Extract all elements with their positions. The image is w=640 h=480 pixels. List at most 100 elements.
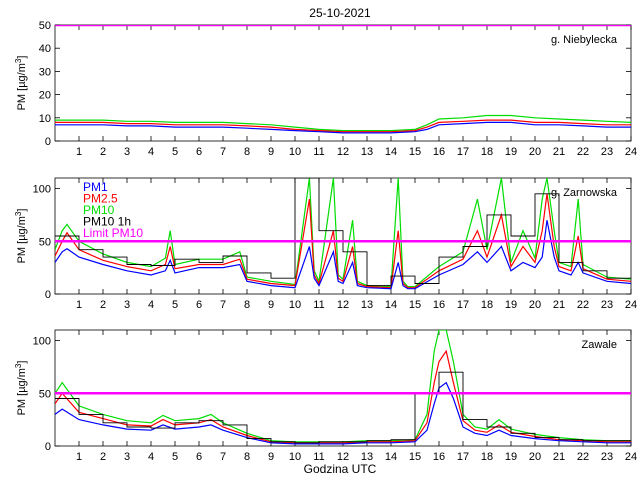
- legend-entry: Limit PM10: [83, 226, 143, 240]
- x-tick-label: 17: [457, 146, 469, 158]
- y-tick-label: 50: [39, 388, 51, 400]
- x-tick-label: 10: [289, 451, 301, 463]
- x-tick-label: 17: [457, 451, 469, 463]
- y-tick-label: 50: [39, 20, 51, 32]
- x-tick-label: 15: [409, 451, 421, 463]
- x-tick-label: 20: [529, 451, 541, 463]
- series-line-pm1: [55, 220, 631, 290]
- x-tick-label: 9: [268, 451, 274, 463]
- x-tick-label: 13: [361, 146, 373, 158]
- x-tick-label: 1: [76, 146, 82, 158]
- x-tick-label: 7: [220, 451, 226, 463]
- plot-area: [54, 329, 632, 447]
- figure-title: 25-10-2021: [309, 6, 371, 20]
- x-tick-label: 20: [529, 146, 541, 158]
- x-tick-label: 4: [148, 146, 154, 158]
- x-tick-label: 6: [196, 146, 202, 158]
- x-tick-label: 12: [337, 299, 349, 311]
- series-line-pm10: [55, 114, 631, 132]
- x-tick-label: 3: [124, 451, 130, 463]
- x-tick-label: 21: [553, 146, 565, 158]
- y-axis-label-superscript: 3: [14, 58, 23, 63]
- plot-series-group: [55, 25, 631, 134]
- plot-series-group: [55, 330, 631, 445]
- x-tick-label: 11: [313, 451, 324, 463]
- x-tick-label: 19: [505, 299, 517, 311]
- x-tick-label: 2: [100, 299, 106, 311]
- x-tick-label: 19: [505, 146, 517, 158]
- x-tick-label: 18: [481, 146, 493, 158]
- y-tick-label: 0: [45, 136, 51, 148]
- x-tick-label: 3: [124, 299, 130, 311]
- x-tick-label: 10: [289, 299, 301, 311]
- x-tick-label: 22: [577, 146, 589, 158]
- x-tick-label: 24: [625, 299, 637, 311]
- y-tick-label: 40: [39, 43, 51, 55]
- x-tick-label: 22: [577, 299, 589, 311]
- legend-entry: PM10: [83, 203, 115, 217]
- legend-entry: PM1: [83, 180, 108, 194]
- x-tick-label: 14: [385, 451, 397, 463]
- y-tick-label: 0: [45, 289, 51, 301]
- y-axis-label-text: ]: [16, 56, 28, 59]
- x-tick-label: 5: [172, 299, 178, 311]
- y-tick-label: 50: [39, 236, 51, 248]
- x-tick-label: 24: [625, 451, 637, 463]
- x-tick-label: 7: [220, 299, 226, 311]
- x-tick-label: 12: [337, 451, 349, 463]
- x-tick-label: 9: [268, 299, 274, 311]
- x-tick-label: 4: [148, 299, 154, 311]
- x-tick-label: 19: [505, 451, 517, 463]
- x-tick-label: 3: [124, 146, 130, 158]
- y-axis-label-superscript: 3: [14, 363, 23, 368]
- x-tick-label: 12: [337, 146, 349, 158]
- x-tick-label: 8: [244, 451, 250, 463]
- x-tick-label: 11: [313, 299, 324, 311]
- x-tick-label: 10: [289, 146, 301, 158]
- y-tick-label: 100: [33, 336, 51, 348]
- x-tick-label: 14: [385, 146, 397, 158]
- x-tick-label: 4: [148, 451, 154, 463]
- y-tick-label: 30: [39, 66, 51, 78]
- x-tick-label: 13: [361, 451, 373, 463]
- x-axis-label: Godzina UTC: [304, 462, 377, 476]
- x-tick-label: 22: [577, 451, 589, 463]
- x-tick-label: 16: [433, 299, 445, 311]
- x-tick-label: 21: [553, 299, 565, 311]
- x-tick-label: 17: [457, 299, 469, 311]
- y-axis-label-superscript: 3: [14, 211, 23, 216]
- x-tick-label: 1: [76, 451, 82, 463]
- y-axis-label-text: PM [µg/m: [16, 63, 28, 110]
- legend-entry: PM2.5: [83, 192, 118, 206]
- y-tick-label: 100: [33, 184, 51, 196]
- y-axis-label-text: ]: [16, 361, 28, 364]
- series-line-pm25: [55, 119, 631, 133]
- y-axis-label-text: ]: [16, 209, 28, 212]
- x-tick-label: 11: [313, 146, 324, 158]
- x-tick-label: 7: [220, 146, 226, 158]
- x-tick-label: 6: [196, 299, 202, 311]
- legend-entry: PM10 1h: [83, 215, 131, 229]
- x-tick-label: 5: [172, 451, 178, 463]
- x-tick-label: 13: [361, 299, 373, 311]
- x-tick-label: 5: [172, 146, 178, 158]
- x-tick-label: 8: [244, 146, 250, 158]
- y-tick-label: 10: [39, 113, 51, 125]
- y-axis-label: PM [µg/m3]: [14, 361, 29, 416]
- x-tick-label: 9: [268, 146, 274, 158]
- x-tick-label: 6: [196, 451, 202, 463]
- y-axis-label: PM [µg/m3]: [14, 56, 29, 111]
- x-tick-label: 18: [481, 451, 493, 463]
- x-tick-label: 2: [100, 146, 106, 158]
- plot-series-group: [55, 178, 631, 290]
- y-tick-label: 20: [39, 90, 51, 102]
- y-tick-label: 0: [45, 441, 51, 453]
- station-label: g. Zarnowska: [551, 187, 618, 199]
- y-axis-label: PM [µg/m3]: [14, 209, 29, 264]
- x-tick-label: 18: [481, 299, 493, 311]
- x-tick-label: 23: [601, 146, 613, 158]
- x-tick-label: 23: [601, 299, 613, 311]
- x-tick-label: 16: [433, 451, 445, 463]
